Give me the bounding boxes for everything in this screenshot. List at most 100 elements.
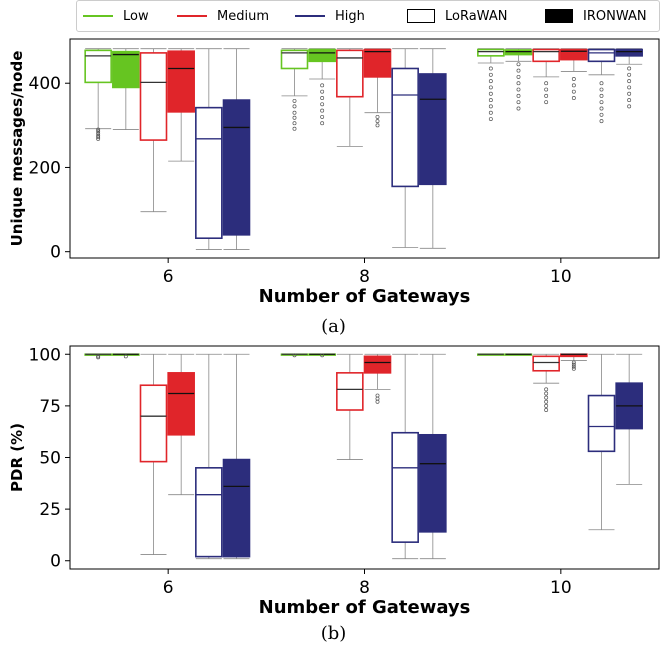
box-a-10gw-low-ironwan-outlier-1 [516, 100, 521, 105]
box-a-10gw-low-lorawan-outlier-4 [488, 91, 493, 96]
box-a-6gw-high-lorawan-body [195, 106, 223, 240]
box-a-8gw-low-ironwan-outlier-0 [320, 121, 325, 126]
chart-panel-b: 0 25 50 75 100 6 8 10 Number of Gateways PDR (%) [8, 345, 660, 618]
box-b-10gw-medium-ironwan-outlier-2 [571, 362, 576, 367]
legend-label-ironwan: IRONWAN [583, 8, 647, 24]
box-a-10gw-medium-ironwan-outlier-0 [571, 96, 576, 100]
box-a-8gw-low-ironwan-outlier-6 [320, 83, 325, 88]
box-a-10gw-high-ironwan-outlier-4 [627, 79, 632, 84]
box-b-8gw-medium-ironwan-outlier-0 [375, 399, 380, 404]
box-a-10gw-low-lorawan-outlier-8 [488, 66, 493, 71]
box-b-8gw-low-ironwan-outlier-0 [320, 353, 325, 358]
box-b-8gw-high-lorawan-body [391, 431, 419, 543]
box-a-10gw-low-ironwan-outlier-3 [516, 87, 521, 92]
x-tick-label-a-10: 10 [550, 267, 572, 287]
box-a-10gw-medium-ironwan-outlier-2 [571, 83, 576, 88]
box-a-6gw-low-lorawan-outlier-3 [96, 131, 101, 136]
legend-label-lorawan: LoRaWAN [445, 8, 508, 24]
box-a-10gw-medium-ironwan-body [560, 48, 588, 61]
box-a-8gw-low-ironwan-outlier-3 [320, 102, 325, 107]
legend: Low Medium High LoRaWAN IRONWAN [76, 0, 660, 32]
y-tick-label-b-25: 25 [39, 500, 61, 520]
box-a-6gw-high-ironwan-body [222, 99, 251, 236]
x-axis-label-a: Number of Gateways [259, 286, 471, 307]
box-a-10gw-low-ironwan-outlier-6 [516, 68, 521, 73]
x-tick-label-a-8: 8 [359, 267, 370, 287]
box-a-8gw-high-ironwan-body [419, 73, 447, 186]
box-a-8gw-low-ironwan-outlier-5 [320, 89, 325, 94]
box-a-8gw-high-lorawan-body [391, 67, 419, 188]
legend-label-low: Low [123, 8, 149, 24]
legend-item-low: Low [83, 1, 149, 31]
box-a-10gw-high-lorawan-outlier-3 [599, 100, 604, 105]
box-a-10gw-medium-lorawan-outlier-0 [544, 100, 549, 105]
y-tick-label-a-400: 400 [29, 74, 61, 94]
box-a-10gw-low-ironwan-outlier-0 [516, 106, 521, 111]
legend-swatch-lorawan [407, 9, 435, 23]
box-b-6gw-medium-ironwan-body [167, 372, 195, 436]
box-a-10gw-high-ironwan-outlier-0 [627, 104, 632, 109]
box-a-10gw-low-lorawan-outlier-5 [488, 85, 493, 90]
box-a-10gw-high-ironwan-outlier-5 [627, 72, 632, 77]
box-a-8gw-low-lorawan-outlier-1 [292, 121, 297, 126]
box-a-10gw-high-lorawan-outlier-0 [599, 119, 604, 124]
box-b-10gw-medium-ironwan-outlier-0 [571, 366, 576, 371]
box-b-8gw-medium-ironwan-body [363, 355, 392, 374]
x-axis-label-b: Number of Gateways [259, 597, 471, 618]
box-a-8gw-low-lorawan-outlier-3 [292, 110, 297, 115]
box-a-10gw-low-ironwan-outlier-2 [516, 93, 521, 98]
box-a-10gw-high-ironwan-outlier-1 [627, 98, 632, 103]
box-a-10gw-low-lorawan-outlier-2 [488, 104, 493, 109]
box-a-10gw-low-lorawan-outlier-6 [488, 79, 493, 84]
box-a-10gw-high-lorawan-outlier-4 [599, 93, 604, 98]
y-tick-label-b-100: 100 [29, 345, 61, 365]
legend-swatch-high [295, 15, 325, 17]
box-b-8gw-medium-ironwan-outlier-1 [375, 396, 380, 401]
box-b-6gw-medium-lorawan-body [139, 384, 168, 463]
box-a-8gw-low-lorawan-outlier-0 [292, 126, 297, 131]
box-b-10gw-medium-lorawan-outlier-5 [544, 387, 549, 392]
box-a-8gw-low-lorawan-outlier-4 [292, 104, 297, 109]
y-axis-label-a: Unique messages/node [8, 51, 26, 247]
y-tick-label-a-0: 0 [50, 243, 61, 263]
box-b-6gw-low-ironwan-outlier-0 [123, 354, 128, 359]
box-a-8gw-medium-ironwan-outlier-0 [375, 123, 380, 128]
box-a-6gw-low-lorawan-outlier-2 [96, 133, 101, 138]
caption-a: (a) [321, 316, 346, 337]
box-b-10gw-medium-lorawan-outlier-0 [544, 408, 549, 412]
y-tick-label-b-0: 0 [50, 552, 61, 572]
box-a-10gw-low-lorawan-body [477, 48, 505, 57]
box-a-10gw-medium-ironwan-outlier-1 [571, 89, 576, 94]
x-tick-label-b-8: 8 [359, 578, 370, 598]
legend-item-medium: Medium [177, 1, 269, 31]
box-a-6gw-low-ironwan-body [112, 50, 140, 89]
box-a-10gw-high-lorawan-outlier-1 [599, 112, 604, 117]
box-b-10gw-medium-lorawan-outlier-2 [544, 399, 549, 404]
chart-panel-a: 0 200 400 6 8 10 Number of Gateways Unique mess… [8, 38, 660, 307]
box-a-10gw-low-lorawan-outlier-3 [488, 98, 493, 103]
box-a-10gw-medium-lorawan-outlier-1 [544, 93, 549, 98]
box-b-10gw-medium-lorawan-outlier-4 [544, 391, 549, 396]
box-a-6gw-low-lorawan-outlier-1 [96, 135, 101, 140]
box-a-6gw-low-lorawan-outlier-4 [96, 129, 101, 134]
box-a-8gw-low-ironwan-outlier-4 [320, 96, 325, 100]
y-tick-label-b-50: 50 [39, 449, 61, 469]
box-a-10gw-low-ironwan-outlier-5 [516, 74, 521, 79]
box-a-8gw-low-lorawan-body [280, 49, 309, 70]
box-a-10gw-high-lorawan-outlier-2 [599, 106, 604, 111]
box-a-8gw-medium-ironwan-body [363, 48, 392, 78]
y-axis-label-b: PDR (%) [8, 423, 26, 492]
box-a-10gw-high-lorawan-outlier-5 [599, 87, 604, 92]
box-a-6gw-low-lorawan-body [84, 49, 112, 84]
legend-item-high: High [295, 1, 365, 31]
legend-label-medium: Medium [217, 8, 269, 24]
box-a-8gw-low-lorawan-outlier-5 [292, 98, 297, 103]
box-a-10gw-high-ironwan-outlier-6 [627, 66, 632, 71]
x-tick-label-b-10: 10 [550, 578, 572, 598]
box-a-10gw-high-ironwan-outlier-2 [627, 91, 632, 96]
box-b-10gw-high-lorawan-body [587, 394, 616, 453]
box-b-10gw-medium-lorawan-outlier-1 [544, 403, 549, 408]
box-a-10gw-high-ironwan-body [615, 48, 643, 57]
legend-swatch-medium [177, 15, 207, 17]
legend-swatch-low [83, 15, 113, 17]
